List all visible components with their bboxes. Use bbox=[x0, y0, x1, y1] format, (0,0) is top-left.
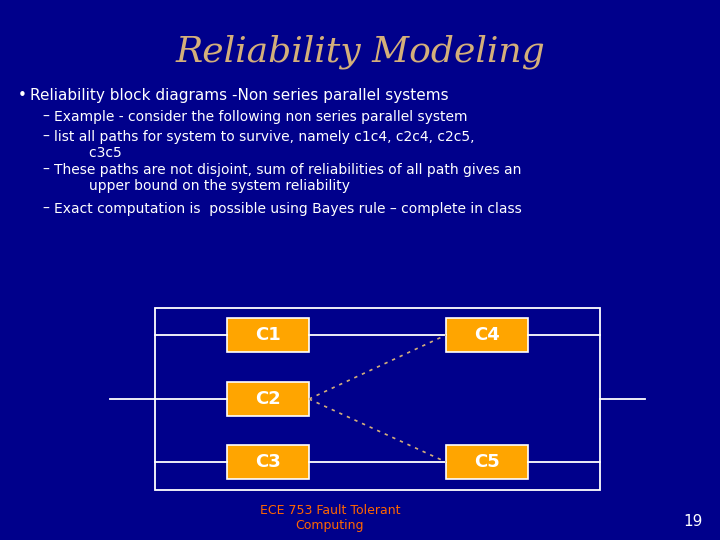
Text: C1: C1 bbox=[255, 326, 281, 344]
Text: 19: 19 bbox=[683, 515, 703, 530]
Text: –: – bbox=[42, 130, 49, 144]
Bar bbox=[155, 308, 600, 490]
Bar bbox=[227, 445, 309, 479]
Text: –: – bbox=[42, 163, 49, 177]
Bar bbox=[227, 318, 309, 352]
Text: list all paths for system to survive, namely c1c4, c2c4, c2c5,
        c3c5: list all paths for system to survive, na… bbox=[54, 130, 474, 160]
Text: ECE 753 Fault Tolerant
Computing: ECE 753 Fault Tolerant Computing bbox=[260, 504, 400, 532]
Text: –: – bbox=[42, 202, 49, 216]
Bar bbox=[446, 445, 528, 479]
Text: –: – bbox=[42, 110, 49, 124]
Text: Example - consider the following non series parallel system: Example - consider the following non ser… bbox=[54, 110, 467, 124]
Text: These paths are not disjoint, sum of reliabilities of all path gives an
        : These paths are not disjoint, sum of rel… bbox=[54, 163, 521, 193]
Bar bbox=[227, 382, 309, 416]
Text: Reliability block diagrams -Non series parallel systems: Reliability block diagrams -Non series p… bbox=[30, 88, 449, 103]
Text: C5: C5 bbox=[474, 453, 500, 471]
Text: C2: C2 bbox=[255, 390, 281, 408]
Text: C4: C4 bbox=[474, 326, 500, 344]
Text: C3: C3 bbox=[255, 453, 281, 471]
Bar bbox=[446, 318, 528, 352]
Text: •: • bbox=[18, 88, 27, 103]
Text: Exact computation is  possible using Bayes rule – complete in class: Exact computation is possible using Baye… bbox=[54, 202, 522, 216]
Text: Reliability Modeling: Reliability Modeling bbox=[175, 35, 545, 69]
